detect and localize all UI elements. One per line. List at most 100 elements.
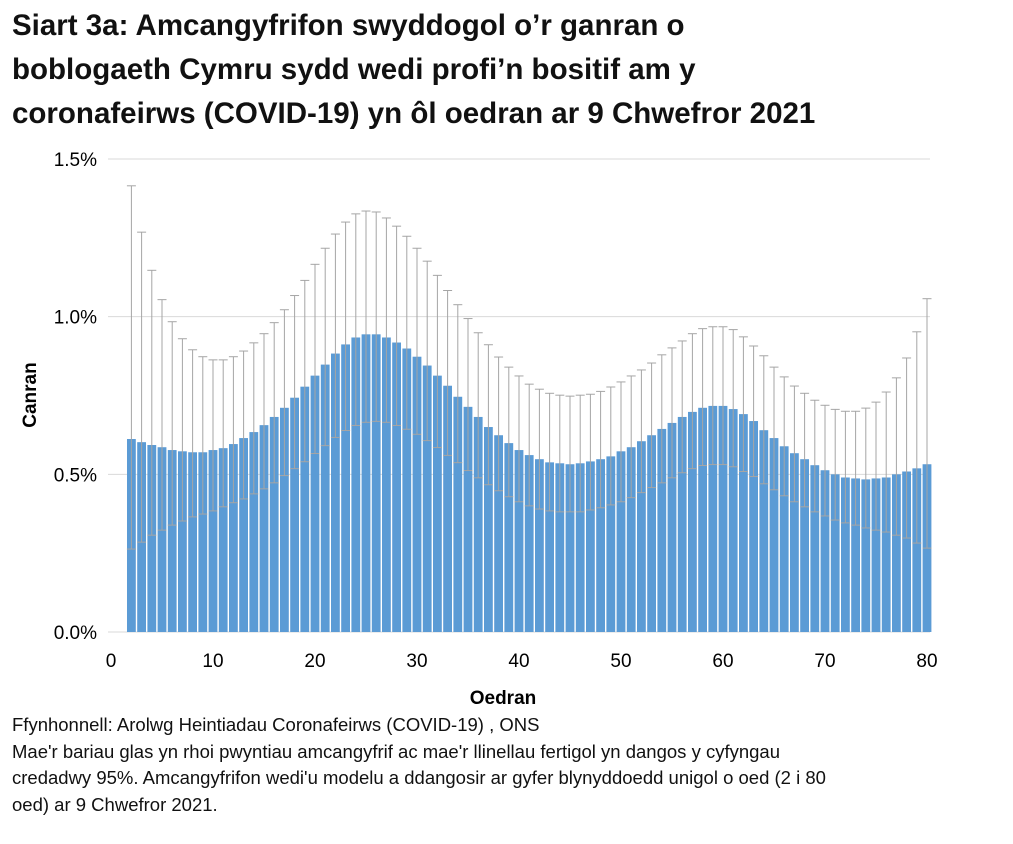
bar-age-32: [433, 375, 442, 632]
bar-age-63: [749, 421, 758, 632]
bar-age-42: [535, 459, 544, 632]
bar-age-73: [851, 478, 860, 632]
error-bar-age-35: [463, 318, 473, 472]
bars: [127, 334, 932, 632]
bar-age-29: [402, 348, 412, 632]
error-bar-age-76: [881, 391, 891, 533]
error-bar-age-45: [565, 395, 575, 513]
x-tick-label: 40: [508, 651, 529, 672]
bar-age-36: [473, 416, 483, 632]
error-bar-age-7: [177, 338, 187, 522]
y-axis-label: Canran: [20, 362, 41, 427]
bar-age-76: [881, 477, 891, 632]
chart-notes: Ffynhonnell: Arolwg Heintiadau Coronafei…: [12, 712, 1002, 818]
bar-age-19: [300, 386, 310, 632]
error-bar-age-17: [279, 309, 289, 477]
error-bar-age-30: [412, 247, 422, 435]
bar-age-55: [667, 422, 677, 632]
bar-age-26: [371, 334, 381, 632]
bar-age-22: [331, 353, 340, 632]
bar-age-41: [524, 455, 534, 632]
bar-age-51: [626, 447, 636, 632]
error-bar-age-36: [473, 332, 483, 479]
bar-age-70: [820, 470, 830, 632]
x-tick-label: 10: [202, 651, 223, 672]
bar-age-44: [555, 463, 565, 632]
bar-age-48: [596, 459, 605, 632]
x-tick-label: 30: [406, 651, 427, 672]
error-bar-age-55: [667, 347, 677, 479]
bar-age-17: [280, 407, 289, 632]
error-bar-age-31: [422, 260, 432, 442]
error-bar-age-6: [167, 321, 177, 526]
x-tick-label: 70: [814, 651, 835, 672]
error-bar-age-46: [575, 394, 585, 513]
bar-age-67: [790, 453, 799, 632]
bar-age-46: [575, 463, 585, 632]
bar-age-15: [259, 425, 269, 632]
error-bar-age-12: [228, 356, 238, 504]
error-bar-age-3: [137, 231, 147, 543]
error-bar-age-49: [606, 386, 616, 506]
note-line: credadwy 95%. Amcangyfrifon wedi'u model…: [12, 767, 826, 788]
error-bar-age-41: [524, 383, 534, 507]
bar-age-35: [463, 406, 473, 632]
error-bar-age-52: [636, 369, 646, 494]
error-bar-age-15: [259, 333, 269, 490]
bar-age-78: [902, 471, 911, 632]
y-tick-label: 1.5%: [54, 150, 97, 171]
error-bar-age-64: [759, 355, 769, 485]
error-bar-age-9: [198, 356, 208, 515]
x-tick-label: 60: [712, 651, 733, 672]
error-bar-age-69: [810, 399, 820, 513]
error-bar-age-63: [749, 345, 759, 478]
error-bar-age-38: [494, 356, 504, 492]
error-bar-age-65: [769, 366, 779, 491]
bar-age-38: [494, 435, 503, 632]
error-bar-age-29: [402, 235, 412, 430]
error-bar-age-67: [789, 385, 799, 503]
error-bar-age-27: [381, 217, 391, 423]
error-bars: [126, 185, 932, 550]
bar-age-49: [606, 456, 616, 632]
error-bar-age-25: [361, 210, 371, 423]
chart-title: Siart 3a: Amcangyfrifon swyddogol o’r ga…: [12, 4, 1002, 136]
bar-age-52: [637, 441, 646, 632]
bar-age-10: [208, 450, 218, 632]
error-bar-age-58: [698, 328, 708, 467]
bar-age-62: [739, 414, 748, 632]
error-bar-age-22: [330, 233, 340, 438]
error-bar-age-33: [443, 289, 453, 456]
bar-age-23: [341, 344, 350, 632]
error-bar-age-13: [239, 350, 249, 500]
x-tick-label: 20: [304, 651, 325, 672]
y-tick-label: 0.0%: [54, 623, 97, 644]
x-tick-label: 0: [106, 651, 117, 672]
title-line: boblogaeth Cymru sydd wedi profi’n bosit…: [12, 53, 696, 86]
x-tick-label: 80: [916, 651, 937, 672]
error-bar-age-66: [779, 376, 789, 497]
bar-age-40: [514, 450, 524, 632]
error-bar-age-11: [218, 359, 228, 508]
error-bar-age-43: [545, 392, 555, 512]
bar-age-59: [708, 405, 718, 632]
bar-age-74: [861, 479, 871, 632]
error-bar-age-10: [208, 359, 218, 512]
error-bar-age-60: [718, 326, 728, 466]
error-bar-age-53: [647, 362, 657, 489]
bar-age-31: [422, 365, 432, 632]
error-bar-age-57: [687, 333, 697, 470]
bar-age-9: [198, 452, 208, 632]
bar-age-77: [892, 474, 901, 632]
y-axis-ticks: 0.0% 0.5% 1.0% 1.5%: [54, 150, 97, 644]
bar-chart: 0.0% 0.5% 1.0% 1.5% 0 10 20 30 40 50 60 70 80 Canra…: [20, 150, 938, 709]
bar-age-33: [443, 385, 452, 632]
error-bar-age-16: [269, 322, 279, 484]
error-bar-age-54: [657, 354, 667, 484]
bar-age-37: [484, 427, 493, 632]
bar-age-64: [759, 430, 769, 632]
bar-age-53: [647, 435, 656, 632]
bar-age-68: [800, 459, 809, 632]
bar-age-34: [453, 396, 463, 632]
error-bar-age-28: [392, 225, 402, 426]
